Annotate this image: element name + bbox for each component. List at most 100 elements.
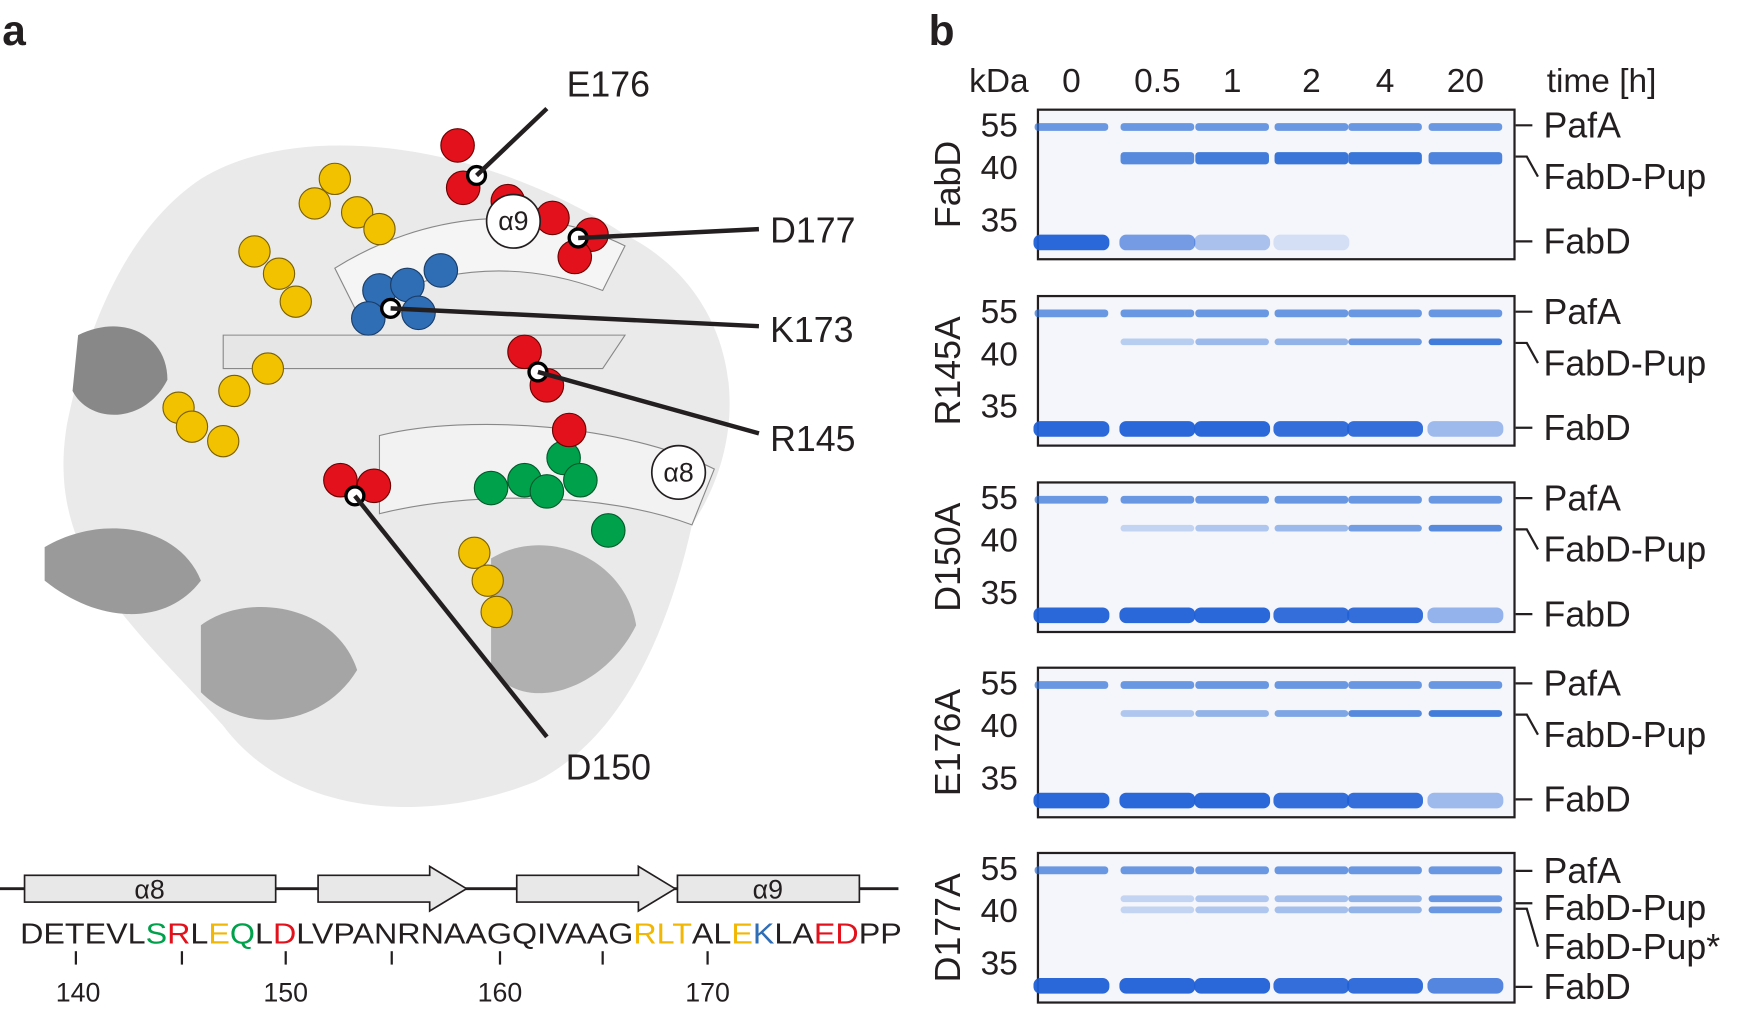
time-label: 1 [1223,63,1242,100]
marker-label: 35 [981,760,1018,797]
sequence-segment: Q [230,918,255,950]
band [1034,309,1109,318]
band [1348,495,1422,504]
band [1120,495,1195,504]
ruler-label: 140 [56,977,101,1007]
band [1348,338,1422,346]
band-label: FabD-Pup* [1544,927,1721,967]
band [1274,152,1349,165]
gel-name: D177A [928,873,968,982]
band [1034,123,1109,131]
band [1120,338,1195,346]
band [1033,234,1110,251]
band [1428,338,1503,346]
band [1428,152,1503,165]
topology [0,864,899,965]
band [1427,977,1504,994]
band [1348,681,1422,689]
panel-label: b [929,7,955,54]
marker-label: 35 [981,575,1018,612]
protein-structure [44,106,760,808]
band [1274,906,1349,914]
band [1119,977,1196,994]
sequence-segment: R [167,918,190,950]
band [1428,906,1503,914]
sequence: DETEVL SRLEQLDLVPANRNAAGQIVAAG RLT AL EKLA ED… [20,918,902,950]
band [1273,792,1350,809]
mw-unit: kDa [969,63,1029,100]
band [1274,710,1349,717]
sequence-segment: PP [859,918,902,950]
band [1120,524,1195,532]
sequence-segment: D [273,918,296,950]
ruler-label: 160 [478,977,523,1007]
band-pointer [1515,155,1539,178]
gel-name: FabD [928,141,968,228]
band [1274,495,1349,504]
band [1274,123,1349,131]
band [1194,977,1271,994]
band [1274,681,1349,689]
band [1194,234,1271,251]
band-label: PafA [1544,478,1622,518]
band [1427,607,1504,624]
marker-label: 40 [981,150,1018,187]
band [1120,906,1195,914]
helix-label: α8 [663,457,693,487]
band [1274,895,1349,903]
band-label: PafA [1544,851,1622,891]
residue-label: K173 [770,310,853,350]
marker-label: 40 [981,336,1018,373]
band [1034,681,1109,689]
band [1119,234,1196,251]
band [1273,607,1350,624]
sequence-segment: L [190,918,208,950]
band [1034,866,1109,875]
marker-label: 40 [981,523,1018,560]
band [1348,152,1422,165]
band [1119,792,1196,809]
band [1119,607,1196,624]
time-label: 4 [1376,63,1395,100]
band [1428,524,1503,532]
band [1194,421,1271,437]
time-label: 0 [1062,63,1081,100]
band [1274,866,1349,875]
band [1273,234,1350,251]
residue-label: D177 [770,210,855,250]
band [1273,977,1350,994]
marker-label: 55 [981,294,1018,331]
band-label: FabD [1544,594,1631,634]
band [1033,421,1110,437]
band [1195,123,1269,131]
sequence-segment: LA [774,918,814,950]
band [1195,906,1269,914]
band-label: FabD [1544,780,1631,820]
sequence-segment: LVPANRNAAGQIVAAG [296,918,633,950]
band-label: FabD-Pup [1544,157,1707,197]
marker-label: 55 [981,851,1018,888]
band [1348,524,1422,532]
band [1195,152,1269,165]
band [1120,123,1195,131]
band-label: FabD-Pup [1544,888,1707,928]
band [1348,710,1422,717]
sequence-segment: E [208,918,230,950]
band [1347,607,1423,624]
ruler-label: 170 [685,977,730,1007]
band [1428,123,1503,131]
residue-label: R145 [770,419,855,459]
band [1120,681,1195,689]
sequence-segment: E [731,918,753,950]
gel-name: E176A [928,689,968,796]
band [1195,866,1269,875]
band-pointer [1515,341,1539,364]
band [1348,906,1422,914]
band-label: FabD [1544,408,1631,448]
marker-label: 40 [981,708,1018,745]
gel-name: R145A [928,316,968,425]
band [1195,524,1269,532]
residue-label: E176 [567,64,650,104]
marker-label: 55 [981,480,1018,517]
